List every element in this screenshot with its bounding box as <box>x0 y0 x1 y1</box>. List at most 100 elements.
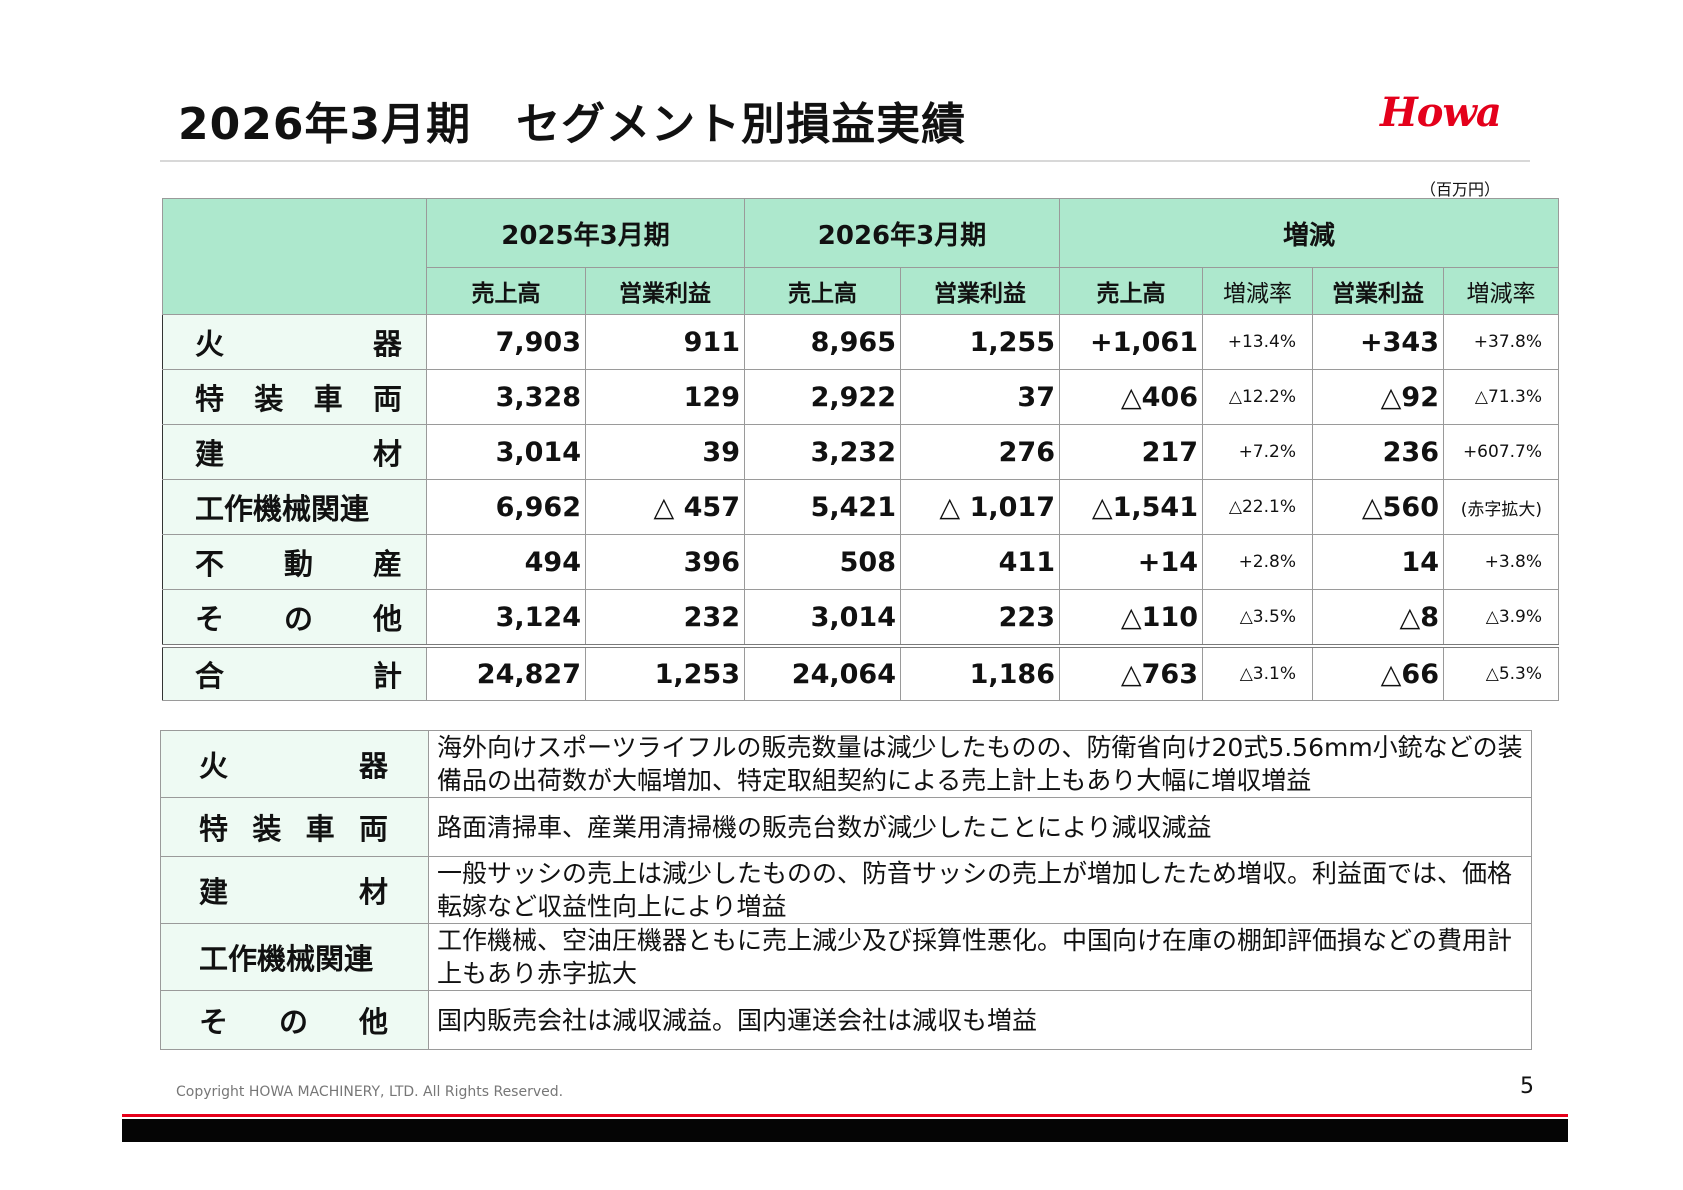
note-segment-cell: 火器 <box>160 730 429 798</box>
op-profit-rate-cell: +37.8% <box>1442 314 1560 370</box>
op-profit-rate-cell: △3.9% <box>1442 589 1560 647</box>
table-row: 火器 7,903 911 8,965 1,255 +1,061 +13.4% +343 +37.… <box>162 314 1560 370</box>
op-profit-diff-cell: +343 <box>1312 314 1444 370</box>
segment-name-cell: 建材 <box>162 424 427 480</box>
sales-diff-cell: △1,541 <box>1059 479 1203 535</box>
sales-2026-cell: 8,965 <box>744 314 901 370</box>
note-text: 海外向けスポーツライフルの販売数量は減少したものの、防衛省向け20式5.56mm… <box>428 730 1532 798</box>
note-row: その他 国内販売会社は減収減益。国内運送会社は減収も増益 <box>160 990 1532 1050</box>
op-profit-2025-cell: 39 <box>585 424 745 480</box>
op-profit-2026-cell: 411 <box>900 534 1060 590</box>
segment-label: 火器 <box>195 327 402 361</box>
header-fy2025: 2025年3月期 <box>426 198 745 268</box>
header-blank-cell <box>162 198 427 315</box>
sales-rate-cell: △12.2% <box>1202 369 1313 425</box>
sales-2026-cell: 3,014 <box>744 589 901 647</box>
copyright-text: Copyright HOWA MACHINERY, LTD. All Right… <box>176 1084 564 1100</box>
op-profit-2026-cell: 1,255 <box>900 314 1060 370</box>
sales-2025-cell: 3,328 <box>426 369 586 425</box>
header-fy2026: 2026年3月期 <box>744 198 1060 268</box>
segment-name-cell: その他 <box>162 589 427 647</box>
note-segment-cell: 工作機械関連 <box>160 923 429 991</box>
howa-logo: Howa <box>1379 90 1502 134</box>
segment-label: 不動産 <box>195 547 402 581</box>
sales-rate-cell: △22.1% <box>1202 479 1313 535</box>
segment-label: 建材 <box>199 875 388 909</box>
note-text: 国内販売会社は減収減益。国内運送会社は減収も増益 <box>428 990 1532 1050</box>
note-row: 火器 海外向けスポーツライフルの販売数量は減少したものの、防衛省向け20式5.56… <box>160 730 1532 798</box>
header-op-rate: 増減率 <box>1442 267 1560 315</box>
header-sales-2026: 売上高 <box>744 267 901 315</box>
segment-name-cell: 工作機械関連 <box>162 479 427 535</box>
sales-2026-cell: 3,232 <box>744 424 901 480</box>
sales-diff-cell: +1,061 <box>1059 314 1203 370</box>
sales-2026-cell: 2,922 <box>744 369 901 425</box>
segment-label: その他 <box>199 1005 388 1039</box>
segment-label: 火器 <box>199 749 388 783</box>
note-text: 一般サッシの売上は減少したものの、防音サッシの売上が増加したため増収。利益面では… <box>428 856 1532 924</box>
op-profit-diff-cell: △8 <box>1312 589 1444 647</box>
sales-diff-cell: △406 <box>1059 369 1203 425</box>
header-op-2026: 営業利益 <box>900 267 1060 315</box>
note-row: 特装車両 路面清掃車、産業用清掃機の販売台数が減少したことにより減収減益 <box>160 797 1532 857</box>
sales-rate-cell: △3.1% <box>1202 644 1313 701</box>
sales-diff-cell: △763 <box>1059 644 1203 701</box>
segment-results-table: 2025年3月期 2026年3月期 増減 売上高 営業利益 売上高 営業利益 売… <box>162 198 1560 701</box>
sales-rate-cell: △3.5% <box>1202 589 1313 647</box>
header-change: 増減 <box>1058 198 1560 268</box>
op-profit-2026-cell: 276 <box>900 424 1060 480</box>
page-title: 2026年3月期 セグメント別損益実績 <box>178 99 967 150</box>
header-row-columns: 売上高 営業利益 売上高 営業利益 売上高 増減率 営業利益 増減率 <box>163 267 1560 315</box>
segment-name-cell: 特装車両 <box>162 369 427 425</box>
unit-label: （百万円） <box>1420 180 1501 199</box>
note-segment-cell: 特装車両 <box>160 797 429 857</box>
header-sales-diff: 売上高 <box>1059 267 1203 315</box>
header-sales-rate: 増減率 <box>1202 267 1313 315</box>
op-profit-2025-cell: △ 457 <box>585 479 745 535</box>
sales-2025-cell: 7,903 <box>426 314 586 370</box>
segment-name-cell: 合計 <box>162 644 427 701</box>
op-profit-rate-cell: △71.3% <box>1442 369 1560 425</box>
segment-label: 工作機械関連 <box>199 942 374 976</box>
header-op-2025: 営業利益 <box>585 267 745 315</box>
op-profit-2026-cell: 37 <box>900 369 1060 425</box>
header-op-diff: 営業利益 <box>1312 267 1444 315</box>
sales-diff-cell: 217 <box>1059 424 1203 480</box>
total-row: 合計 24,827 1,253 24,064 1,186 △763 △3.1% △66 △5.3… <box>162 644 1560 701</box>
sales-2025-cell: 6,962 <box>426 479 586 535</box>
page-number: 5 <box>1520 1074 1534 1099</box>
sales-rate-cell: +13.4% <box>1202 314 1313 370</box>
segment-label: その他 <box>195 602 402 636</box>
op-profit-rate-cell: +3.8% <box>1442 534 1560 590</box>
table-row: 工作機械関連 6,962 △ 457 5,421 △ 1,017 △1,541 △22.1%… <box>162 479 1560 535</box>
header-sales-2025: 売上高 <box>426 267 586 315</box>
table-row: その他 3,124 232 3,014 223 △110 △3.5% △8 △3.9% <box>162 589 1560 647</box>
op-profit-2026-cell: △ 1,017 <box>900 479 1060 535</box>
op-profit-2025-cell: 129 <box>585 369 745 425</box>
segment-label: 合計 <box>195 659 402 693</box>
table-row: 特装車両 3,328 129 2,922 37 △406 △12.2% △92 △71.3% <box>162 369 1560 425</box>
op-profit-2025-cell: 232 <box>585 589 745 647</box>
sales-2026-cell: 508 <box>744 534 901 590</box>
note-segment-cell: その他 <box>160 990 429 1050</box>
op-profit-diff-cell: △92 <box>1312 369 1444 425</box>
segment-label: 特装車両 <box>195 382 402 416</box>
op-profit-diff-cell: 236 <box>1312 424 1444 480</box>
op-profit-2025-cell: 911 <box>585 314 745 370</box>
note-segment-cell: 建材 <box>160 856 429 924</box>
segment-notes-table: 火器 海外向けスポーツライフルの販売数量は減少したものの、防衛省向け20式5.56… <box>160 730 1532 1050</box>
title-divider <box>160 160 1530 162</box>
sales-rate-cell: +2.8% <box>1202 534 1313 590</box>
op-profit-2025-cell: 1,253 <box>585 644 745 701</box>
table-row: 建材 3,014 39 3,232 276 217 +7.2% 236 +607.7% <box>162 424 1560 480</box>
note-row: 建材 一般サッシの売上は減少したものの、防音サッシの売上が増加したため増収。利益面… <box>160 856 1532 924</box>
op-profit-2026-cell: 223 <box>900 589 1060 647</box>
op-profit-2025-cell: 396 <box>585 534 745 590</box>
table-row: 不動産 494 396 508 411 +14 +2.8% 14 +3.8% <box>162 534 1560 590</box>
footer-red-line <box>122 1114 1568 1117</box>
note-text: 路面清掃車、産業用清掃機の販売台数が減少したことにより減収減益 <box>428 797 1532 857</box>
segment-label: 特装車両 <box>199 812 388 846</box>
segment-label: 工作機械関連 <box>195 492 370 526</box>
op-profit-2026-cell: 1,186 <box>900 644 1060 701</box>
op-profit-diff-cell: △560 <box>1312 479 1444 535</box>
